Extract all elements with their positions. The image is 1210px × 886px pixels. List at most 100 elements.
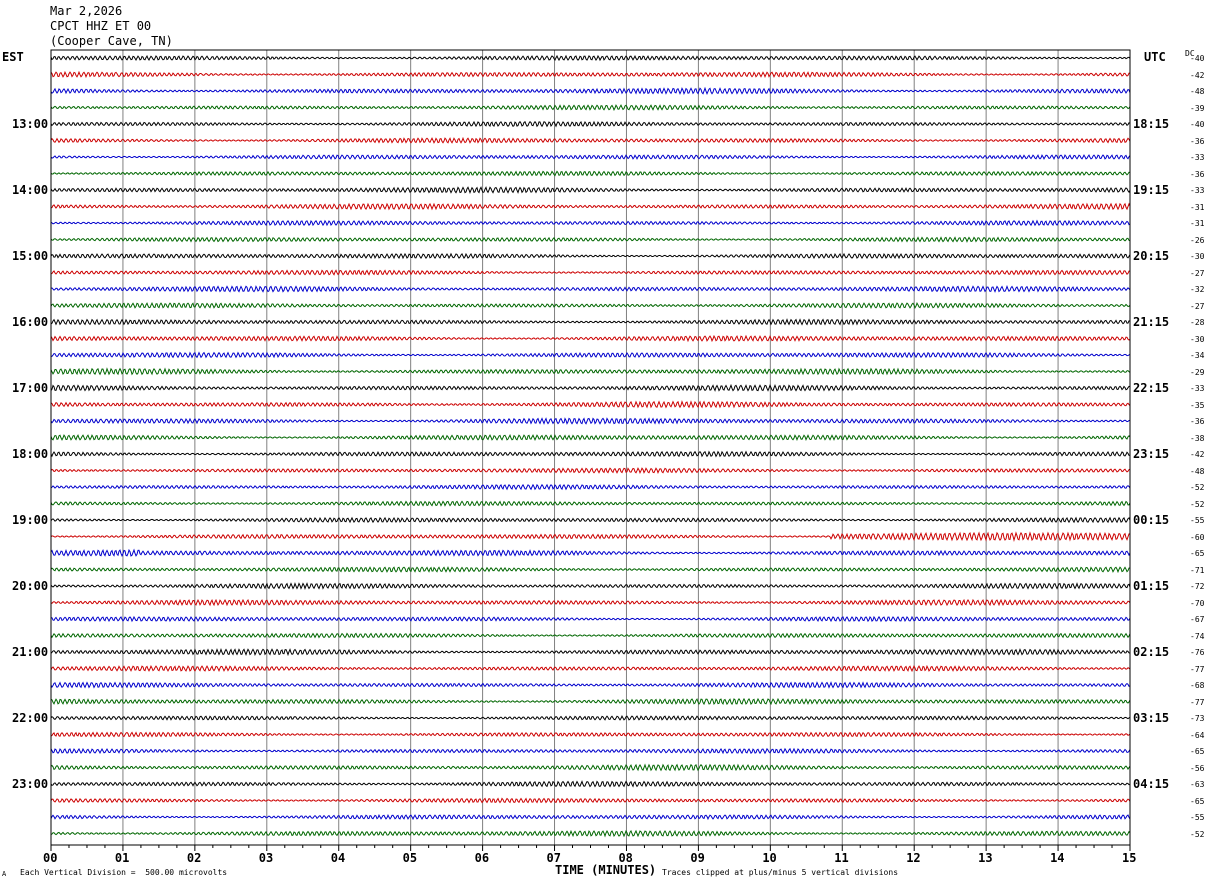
trace-line	[50, 829, 1131, 838]
clip-note: Traces clipped at plus/minus 5 vertical …	[662, 868, 899, 877]
trace-line	[50, 285, 1131, 293]
x-tick-label: 07	[546, 851, 561, 865]
right-hour-label: 02:15	[1133, 645, 1170, 659]
utc-label: UTC	[1144, 50, 1166, 64]
right-hour-label: 04:15	[1133, 777, 1170, 791]
dc-offset-label: -52	[1190, 499, 1205, 509]
left-hour-label: 15:00	[12, 249, 49, 263]
trace-line	[50, 236, 1131, 243]
dc-offset-label: -27	[1190, 301, 1205, 311]
right-hour-label: 18:15	[1133, 117, 1170, 131]
minute-gridlines	[122, 50, 1059, 845]
trace-line	[50, 681, 1131, 689]
trace-line	[50, 302, 1131, 310]
dc-offset-label: -68	[1190, 681, 1205, 690]
dc-offset-label: -31	[1190, 202, 1205, 212]
dc-offset-label: -76	[1190, 648, 1205, 657]
trace-line	[50, 334, 1131, 343]
left-hour-label: 16:00	[12, 315, 49, 329]
dc-offset-label: -48	[1190, 466, 1205, 476]
dc-offset-label: -64	[1190, 730, 1205, 740]
dc-offset-label: -36	[1190, 136, 1205, 146]
trace-line	[50, 731, 1131, 738]
trace-line	[50, 154, 1131, 161]
trace-line	[50, 383, 1131, 392]
dc-offset-label: -56	[1190, 763, 1205, 773]
dc-offset-label: -77	[1190, 697, 1205, 707]
left-hour-label: 22:00	[12, 711, 49, 725]
trace-line	[50, 136, 1131, 144]
trace-line	[50, 450, 1131, 458]
trace-line	[50, 434, 1131, 442]
trace-line	[50, 269, 1131, 276]
est-label: EST	[2, 50, 24, 64]
x-tick-label: 11	[834, 851, 849, 865]
dc-offset-label: -35	[1190, 400, 1205, 410]
dc-label: DC	[1185, 49, 1195, 58]
dc-offset-label: -55	[1190, 516, 1205, 525]
dc-offset-label: -26	[1190, 235, 1205, 245]
trace-line	[50, 615, 1131, 623]
trace-line	[50, 400, 1131, 409]
left-hour-label: 14:00	[12, 183, 49, 197]
trace-line	[50, 417, 1131, 425]
dc-offset-label: -27	[1190, 268, 1205, 278]
x-tick-label: 00	[43, 851, 58, 865]
right-hour-label: 03:15	[1133, 711, 1170, 725]
dc-offset-label: -73	[1190, 714, 1205, 723]
x-tick-label: 09	[690, 851, 705, 865]
x-tick-label: 14	[1050, 851, 1065, 865]
trace-line	[50, 120, 1131, 128]
corner-mark: A	[2, 870, 7, 878]
dc-offset-label: -65	[1190, 549, 1205, 558]
trace-line	[50, 516, 1131, 524]
x-tick-label: 10	[762, 851, 777, 865]
x-tick-label: 02	[186, 851, 202, 865]
x-tick-label: 08	[618, 851, 633, 865]
dc-offset-label: -28	[1190, 318, 1205, 327]
dc-offset-label: -52	[1190, 829, 1205, 839]
dc-offset-label: -32	[1190, 285, 1205, 294]
trace-line	[50, 54, 1131, 62]
dc-offset-label: -52	[1190, 483, 1205, 492]
trace-line	[50, 219, 1131, 227]
trace-line	[50, 86, 1131, 95]
x-tick-label: 13	[978, 851, 993, 865]
trace-line	[50, 104, 1131, 111]
trace-line	[50, 70, 1131, 79]
dc-offset-label: -77	[1190, 664, 1205, 674]
left-hour-label: 20:00	[12, 579, 49, 593]
right-hour-label: 22:15	[1133, 381, 1170, 395]
left-hour-label: 18:00	[12, 447, 49, 461]
x-tick-label: 03	[258, 851, 274, 865]
dc-offset-label: -31	[1190, 219, 1205, 228]
plot-frame	[50, 49, 1131, 846]
trace-line	[50, 367, 1131, 376]
right-hour-label: 21:15	[1133, 315, 1170, 329]
x-tick-label: 05	[402, 851, 418, 865]
trace-line	[50, 500, 1131, 507]
left-hour-label: 21:00	[12, 645, 49, 659]
right-hour-label: 19:15	[1133, 183, 1170, 197]
dc-offset-label: -38	[1190, 433, 1205, 443]
trace-line	[50, 548, 1131, 558]
left-hour-label: 13:00	[12, 117, 49, 131]
left-hour-label: 23:00	[12, 777, 49, 791]
x-tick-label: 15	[1122, 851, 1137, 865]
dc-offset-label: -29	[1190, 367, 1205, 377]
seismic-traces	[50, 54, 1131, 838]
right-hour-label: 01:15	[1133, 579, 1170, 593]
trace-line	[50, 170, 1131, 177]
dc-offset-label: -72	[1190, 582, 1205, 591]
dc-offset-label: -70	[1190, 598, 1205, 608]
dc-offset-label: -42	[1190, 450, 1205, 459]
location-label: (Cooper Cave, TN)	[50, 34, 173, 48]
trace-line	[50, 531, 1131, 542]
trace-line	[50, 318, 1131, 326]
dc-offset-label: -33	[1190, 384, 1205, 393]
dc-offset-label: -74	[1190, 631, 1205, 641]
right-hour-label: 00:15	[1133, 513, 1170, 527]
left-hour-label: 17:00	[12, 381, 49, 395]
trace-line	[50, 252, 1131, 260]
dc-offset-label: -65	[1190, 747, 1205, 756]
